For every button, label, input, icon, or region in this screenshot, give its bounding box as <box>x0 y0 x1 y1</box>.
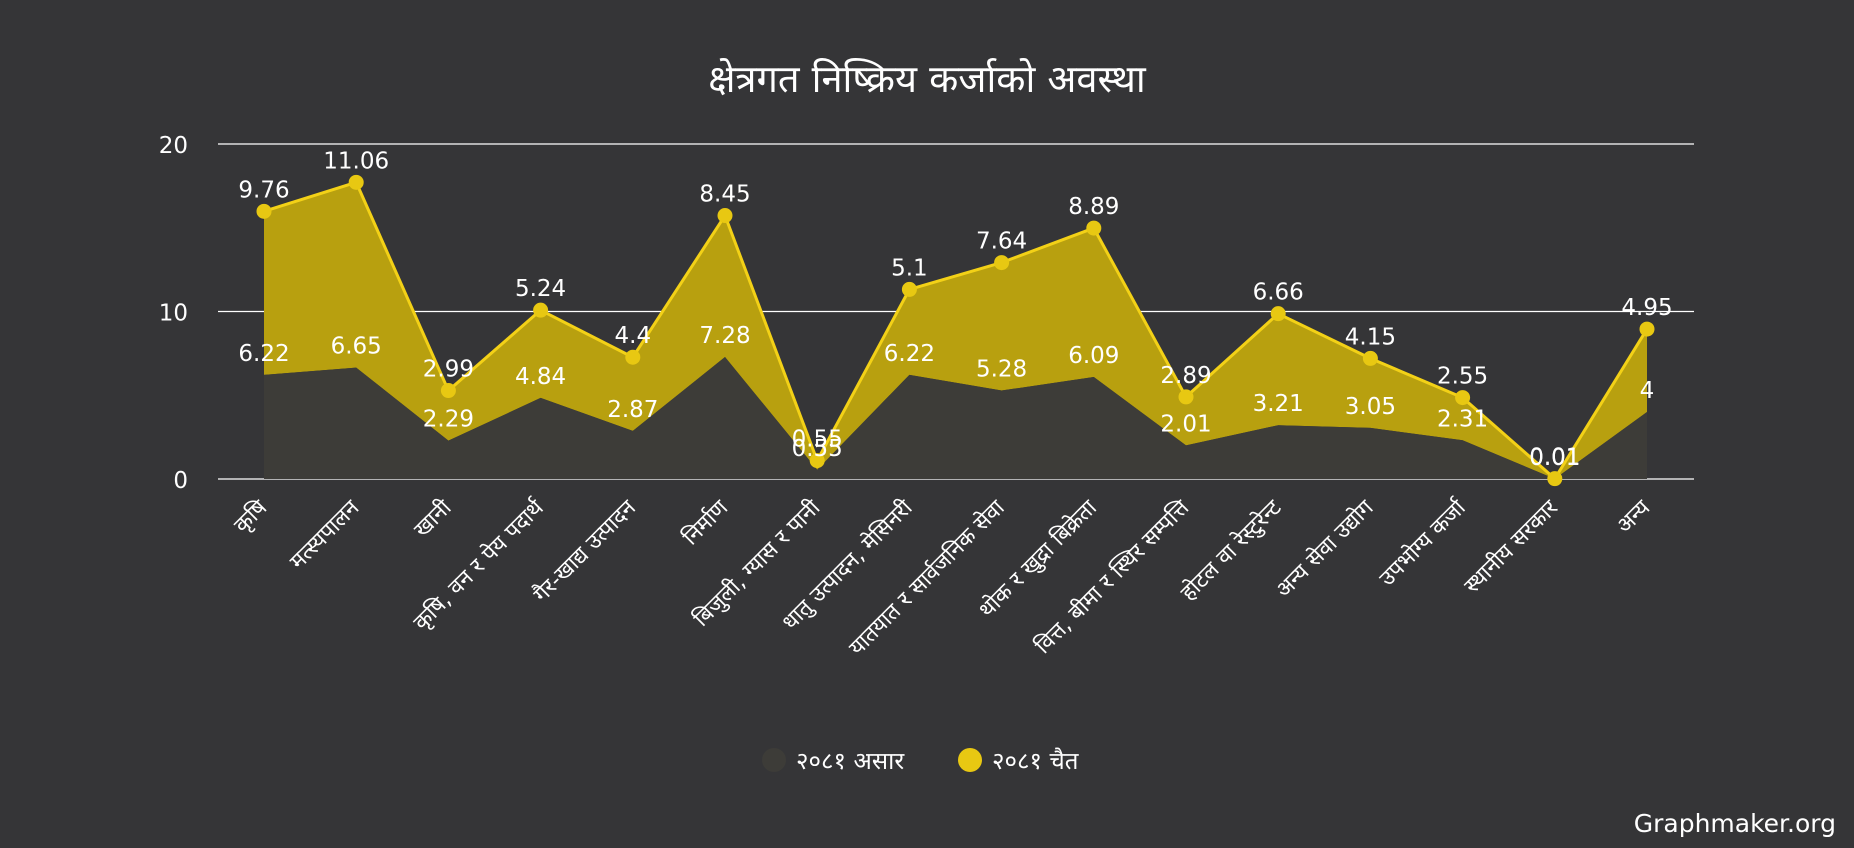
data-label-chait: 11.06 <box>323 148 389 174</box>
series-area-chait <box>264 182 1647 479</box>
data-label-chait: 4.95 <box>1621 295 1672 321</box>
data-label-chait: 4.15 <box>1345 324 1396 350</box>
x-tick-label: उपभोग्य कर्जा <box>1374 494 1471 591</box>
data-point-chait <box>1178 389 1194 405</box>
data-point-chait <box>717 208 733 224</box>
data-label-asar: 7.28 <box>699 323 750 349</box>
data-point-chait <box>1639 321 1655 337</box>
x-tick-label: अन्य सेवा उद्योग <box>1271 494 1380 603</box>
x-axis-ticks: कृषि मत्स्यपालन खानीकृषि, वन र पेय पदार्थग… <box>229 494 1656 661</box>
data-label-asar: 2.29 <box>423 407 474 433</box>
legend: २०८१ असार २०८१ चैत <box>762 747 1080 775</box>
data-label-asar: 6.65 <box>331 334 382 360</box>
data-point-chait <box>994 255 1010 271</box>
data-label-asar: 2.01 <box>1160 411 1211 437</box>
x-tick-label: वित्त, बीमा र स्थिर सम्पत्ति <box>1030 494 1195 659</box>
x-tick-label: कृषि <box>229 494 273 538</box>
data-point-chait <box>1455 390 1471 406</box>
data-label-chait: 2.99 <box>423 357 474 383</box>
data-label-chait: 6.66 <box>1253 280 1304 306</box>
data-point-chait <box>1270 306 1286 322</box>
data-label-chait: 9.76 <box>238 177 289 203</box>
series-markers <box>256 174 1655 487</box>
series-areas <box>263 180 1649 481</box>
data-label-asar: 0.55 <box>792 436 843 462</box>
y-tick-label: 10 <box>159 301 188 327</box>
data-label-chait: 5.1 <box>891 255 928 281</box>
series-line-chait <box>263 180 1649 481</box>
credit-watermark: Graphmaker.org <box>1633 809 1836 838</box>
data-label-asar: 0.01 <box>1529 445 1580 471</box>
legend-marker <box>762 748 786 772</box>
data-point-chait <box>348 174 364 190</box>
data-label-chait: 8.45 <box>699 182 750 208</box>
legend-label: २०८१ असार <box>796 747 905 775</box>
data-label-chait: 8.89 <box>1068 194 1119 220</box>
data-point-chait <box>809 453 825 469</box>
y-tick-label: 0 <box>173 468 188 494</box>
data-label-asar: 3.05 <box>1345 394 1396 420</box>
data-point-chait <box>1362 350 1378 366</box>
x-tick-label: स्थानीय सरकार <box>1459 494 1564 599</box>
chart-title: क्षेत्रगत निष्क्रिय कर्जाको अवस्था <box>708 57 1147 101</box>
legend-label: २०८१ चैत <box>992 747 1080 775</box>
data-label-asar: 3.21 <box>1253 391 1304 417</box>
data-label-asar: 2.31 <box>1437 406 1488 432</box>
y-tick-label: 20 <box>159 133 188 159</box>
data-label-chait: 0.01 <box>1529 445 1580 471</box>
data-labels: 9.76 6.22 11.06 6.65 2.99 2.29 5.24 4.84 4.4 2.87… <box>238 148 1672 470</box>
data-label-asar: 4 <box>1640 378 1655 404</box>
data-label-asar: 6.22 <box>884 341 935 367</box>
series-area-asar <box>264 357 1647 479</box>
data-label-chait: 5.24 <box>515 276 566 302</box>
data-label-chait: 0.55 <box>792 427 843 453</box>
data-label-chait: 7.64 <box>976 229 1027 255</box>
x-tick-label: होटल वा रेस्टुरेन्ट <box>1175 494 1287 606</box>
x-tick-label: मत्स्यपालन <box>285 495 365 575</box>
data-label-chait: 4.4 <box>615 323 652 349</box>
data-label-chait: 2.55 <box>1437 364 1488 390</box>
data-label-asar: 4.84 <box>515 364 566 390</box>
data-point-chait <box>625 349 641 365</box>
y-axis-ticks: 0 10 20 <box>159 133 188 494</box>
data-label-asar: 5.28 <box>976 357 1027 383</box>
data-point-chait <box>1086 220 1102 236</box>
data-point-chait <box>1547 471 1563 487</box>
data-point-chait <box>901 281 917 297</box>
data-label-asar: 6.22 <box>238 341 289 367</box>
x-tick-label: अन्य <box>1612 495 1656 539</box>
data-point-chait <box>440 383 456 399</box>
data-label-asar: 6.09 <box>1068 343 1119 369</box>
data-point-chait <box>256 203 272 219</box>
x-tick-label: खानी <box>409 495 457 543</box>
legend-marker <box>958 748 982 772</box>
data-label-asar: 2.87 <box>607 397 658 423</box>
x-tick-label: निर्माण <box>678 494 734 550</box>
x-tick-label: यातयात र सार्वजनिक सेवा <box>844 495 1010 661</box>
data-point-chait <box>533 302 549 318</box>
data-label-chait: 2.89 <box>1160 363 1211 389</box>
